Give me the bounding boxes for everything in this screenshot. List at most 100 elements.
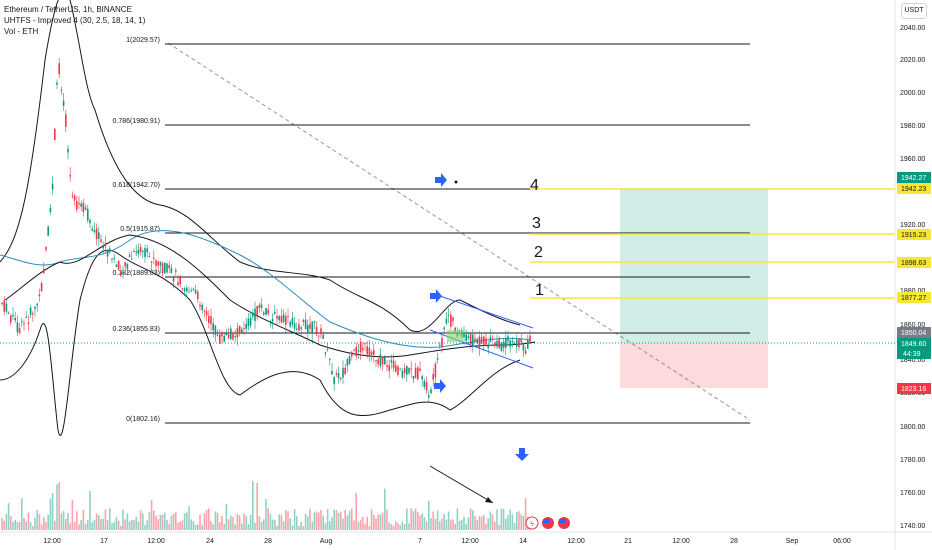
volume-bar [56,484,58,530]
candle-body [161,263,164,274]
price-tag-target-2: 1898.63 [901,260,926,267]
candle-body [511,341,514,343]
volume-bar [289,518,291,530]
time-tick: 06:00 [833,538,851,545]
candle-body [520,338,522,343]
symbol-title[interactable]: Ethereum / TetherUS, 1h, BINANCE [4,5,132,14]
volume-bar [474,516,476,530]
volume-bar [322,515,324,530]
candle-body [436,358,439,360]
candle-body [423,381,426,388]
candle-body [245,323,247,329]
volume-bar [331,517,333,530]
volume-bar [236,513,239,530]
candle-body [289,321,291,327]
volume-bar [304,513,307,530]
volume-bar [296,516,298,530]
candle-body [236,328,239,338]
price-tick: 1880.00 [900,288,925,295]
volume-bar [5,513,8,530]
volume-bar [47,514,49,530]
currency-unit-button[interactable]: USDT [901,3,927,19]
candle-body [381,356,384,365]
volume-bar [417,511,419,530]
volume-bar [84,523,87,530]
volume-bar [201,524,203,530]
volume-bar [430,518,432,530]
chart-legend: Ethereum / TetherUS, 1h, BINANCE UHTFS -… [4,4,145,37]
volume-bar [346,515,349,530]
candle-body [170,267,173,274]
candle-body [489,336,492,342]
arrow-right-icon-2 [430,289,442,303]
candle-body [302,319,305,322]
candle-body [54,128,56,141]
target-lines[interactable] [530,188,895,299]
candle-body [507,336,509,342]
volume-bar [454,523,456,530]
candle-body [454,327,456,332]
candle-body [69,175,71,177]
time-axis[interactable]: 12:00 17 12:00 24 28 Aug 7 12:00 14 12:0… [43,538,851,545]
volume-bar [225,504,228,530]
candle-body [82,202,85,213]
volume-bar [384,488,386,530]
time-tick: 12:00 [147,538,165,545]
candle-body [344,367,346,375]
candle-body [408,367,410,374]
volume-bar [179,521,181,530]
volume-bar [78,524,80,530]
stop-loss-zone[interactable] [620,343,768,388]
downtrend-arrow[interactable] [429,465,494,504]
indicator-legend-2[interactable]: Vol - ETH [4,27,39,36]
candle-body [384,357,386,365]
volume-bar [60,513,63,530]
candle-body [80,203,82,207]
candle-body [148,256,151,258]
volume-bar [133,520,135,530]
volume-bar [128,521,131,530]
candle-body [40,282,43,292]
candle-body [216,334,219,336]
indicator-legend-1[interactable]: UHTFS - Improved 4 (30, 2.5, 18, 14, 1) [4,16,146,25]
volume-bar [18,521,21,530]
volume-bar [102,519,104,530]
volume-bar [522,515,525,530]
volume-bar [452,519,454,530]
candle-body [7,312,10,314]
candle-body [311,321,313,333]
candle-body [274,311,276,314]
volume-bar [139,510,142,530]
candle-body [373,349,375,355]
candle-body [496,340,498,347]
candle-body [355,346,357,357]
candle-body [238,325,241,334]
event-icons[interactable]: ϟ [525,516,570,530]
candle-body [219,334,221,345]
volume-bar [203,513,206,530]
volume-bar [507,515,509,530]
candle-body [346,359,349,366]
take-profit-zone[interactable] [620,188,768,343]
candle-body [410,368,412,370]
fib-label-0236: 0.236(1855.83) [113,326,160,333]
candle-body [126,263,129,269]
volume-bar [111,523,113,530]
candle-body [205,311,208,316]
candle-body [115,264,118,267]
candle-body [271,318,274,322]
volume-bar [487,518,489,530]
candle-body [51,183,54,190]
dashed-trendline[interactable] [167,42,751,421]
volume-bar [181,520,184,530]
arrow-right-icon-1 [435,173,447,187]
candle-body [122,271,124,274]
candle-body [3,300,5,312]
candle-body [329,358,331,360]
candle-body [386,365,388,367]
fib-label-0618: 0.618(1942.70) [113,182,160,189]
volume-bar [93,519,96,530]
candle-body [252,312,254,317]
candle-body [434,363,437,378]
